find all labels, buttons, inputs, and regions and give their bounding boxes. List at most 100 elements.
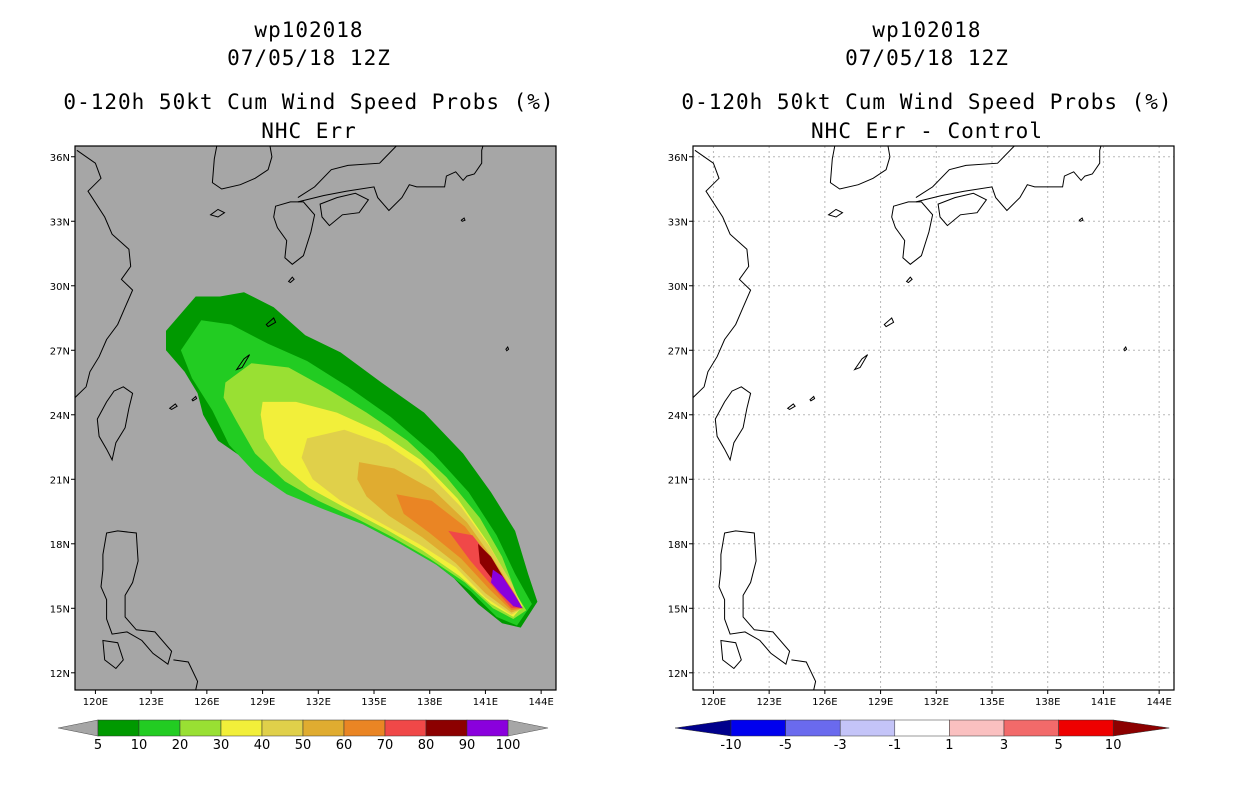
- colorbar-label: 20: [172, 738, 189, 753]
- coastline-yakushima: [287, 276, 295, 284]
- x-tick-label: 123E: [138, 697, 163, 708]
- colorbar-swatch: [949, 719, 1005, 737]
- x-tick-label: 132E: [306, 697, 331, 708]
- y-tick-label: 18N: [668, 540, 688, 551]
- coastline-philippines-visayas: [791, 659, 817, 690]
- colorbar-label: 3: [1000, 738, 1008, 753]
- datetime: 07/05/18 12Z: [227, 46, 391, 70]
- coastline-bonin: [505, 346, 510, 352]
- colorbar-label: -10: [720, 738, 741, 753]
- y-tick-label: 30N: [668, 282, 688, 293]
- coastline-kyushu: [891, 201, 934, 265]
- panel-nhc-err-control: wp102018 07/05/18 12Z 0-120h 50kt Cum Wi…: [618, 0, 1236, 800]
- coastline-jeju: [209, 208, 226, 218]
- coastline-miyako: [191, 395, 198, 402]
- colorbar-label: 5: [1054, 738, 1062, 753]
- coastline-ishigaki: [786, 403, 796, 410]
- colorbar-label: 50: [295, 738, 312, 753]
- coastline-korea: [193, 146, 273, 190]
- coastline-kyushu: [273, 201, 316, 265]
- x-tick-label: 141E: [473, 697, 498, 708]
- coastline-ishigaki: [168, 403, 178, 410]
- datetime: 07/05/18 12Z: [845, 46, 1009, 70]
- coastline-amami: [265, 317, 277, 328]
- colorbar-label: 80: [418, 738, 435, 753]
- colorbar-swatch: [384, 719, 427, 737]
- x-tick-label: 129E: [868, 697, 893, 708]
- y-tick-label: 33N: [50, 217, 70, 228]
- x-tick-label: 135E: [361, 697, 386, 708]
- colorbar-swatch: [785, 719, 841, 737]
- coastline-marianas: [1178, 604, 1184, 612]
- probability-map: 120E 123E 126E 129E 132E 135E 138E 141E 144E 36N 3…: [50, 145, 566, 753]
- contour-90-percent: [491, 569, 523, 609]
- coastline-philippines-luzon: [100, 530, 173, 666]
- difference-map: 120E 123E 126E 129E 132E 135E 138E 141E 144E 36N 3…: [668, 145, 1184, 753]
- x-tick-label: 141E: [1091, 697, 1116, 708]
- colorbar-label: 10: [1105, 738, 1122, 753]
- colorbar-swatch: [138, 719, 181, 737]
- colorbar-under-arrow: [674, 719, 732, 737]
- panel-subtitle: NHC Err: [261, 119, 357, 143]
- y-tick-label: 12N: [668, 669, 688, 680]
- colorbar-under-arrow: [57, 719, 99, 737]
- coastline-miyako: [809, 395, 816, 402]
- colorbar-swatch: [302, 719, 345, 737]
- y-tick-label: 21N: [668, 475, 688, 486]
- colorbar-swatch: [261, 719, 304, 737]
- colorbar-label: -3: [834, 738, 847, 753]
- x-tick-label: 144E: [528, 697, 553, 708]
- colorbar-swatch: [343, 719, 386, 737]
- colorbar-label: -5: [779, 738, 792, 753]
- y-tick-label: 36N: [50, 153, 70, 164]
- colorbar-swatch: [425, 719, 468, 737]
- colorbar-label: 30: [213, 738, 230, 753]
- y-tick-label: 24N: [50, 411, 70, 422]
- colorbar-label: 60: [336, 738, 353, 753]
- plot-frame: [74, 145, 557, 691]
- colorbar-over-arrow: [507, 719, 549, 737]
- coastline-shikoku: [319, 192, 370, 227]
- coastline-taiwan: [714, 386, 752, 462]
- x-tick-label: 138E: [1035, 697, 1060, 708]
- y-tick-label: 21N: [50, 475, 70, 486]
- colorbar-label: 1: [945, 738, 953, 753]
- coastline-honshu: [297, 146, 398, 199]
- coastline-mindoro: [720, 639, 742, 670]
- colorbar-label: -1: [888, 738, 901, 753]
- colorbar-label: 100: [496, 738, 521, 753]
- x-tick-label: 126E: [812, 697, 837, 708]
- colorbar-swatch: [1058, 719, 1114, 737]
- coastline-honshu: [915, 146, 1016, 199]
- x-tick-label: 120E: [701, 697, 726, 708]
- storm-id: wp102018: [254, 18, 364, 42]
- coastline-okinawa: [235, 354, 251, 371]
- x-tick-label: 135E: [979, 697, 1004, 708]
- coastline-marianas: [560, 604, 566, 612]
- y-tick-label: 27N: [668, 346, 688, 357]
- colorbar-over-arrow: [1112, 719, 1170, 737]
- coastline-honshu-south: [915, 146, 1102, 212]
- y-tick-label: 36N: [668, 153, 688, 164]
- colorbar-swatch: [894, 719, 950, 737]
- colorbar-swatch: [97, 719, 140, 737]
- coastline-jeju: [827, 208, 844, 218]
- y-tick-label: 15N: [668, 604, 688, 615]
- colorbar-label: 10: [131, 738, 148, 753]
- panel-nhc-err: wp102018 07/05/18 12Z 0-120h 50kt Cum Wi…: [50, 18, 566, 753]
- y-tick-label: 30N: [50, 282, 70, 293]
- coastline-china-coast: [75, 149, 134, 398]
- coastline-okinawa: [853, 354, 869, 371]
- coastline-yakushima: [905, 276, 913, 284]
- y-tick-label: 33N: [668, 217, 688, 228]
- coastline-amami: [883, 317, 895, 328]
- x-tick-label: 126E: [194, 697, 219, 708]
- colorbar-swatch: [466, 719, 509, 737]
- coastline-philippines-luzon: [718, 530, 791, 666]
- coastline-taiwan: [96, 386, 134, 462]
- storm-id: wp102018: [872, 18, 982, 42]
- coastline-korea: [811, 146, 891, 190]
- colorbar-swatch: [1003, 719, 1059, 737]
- colorbar-swatch: [179, 719, 222, 737]
- colorbar-label: 90: [459, 738, 476, 753]
